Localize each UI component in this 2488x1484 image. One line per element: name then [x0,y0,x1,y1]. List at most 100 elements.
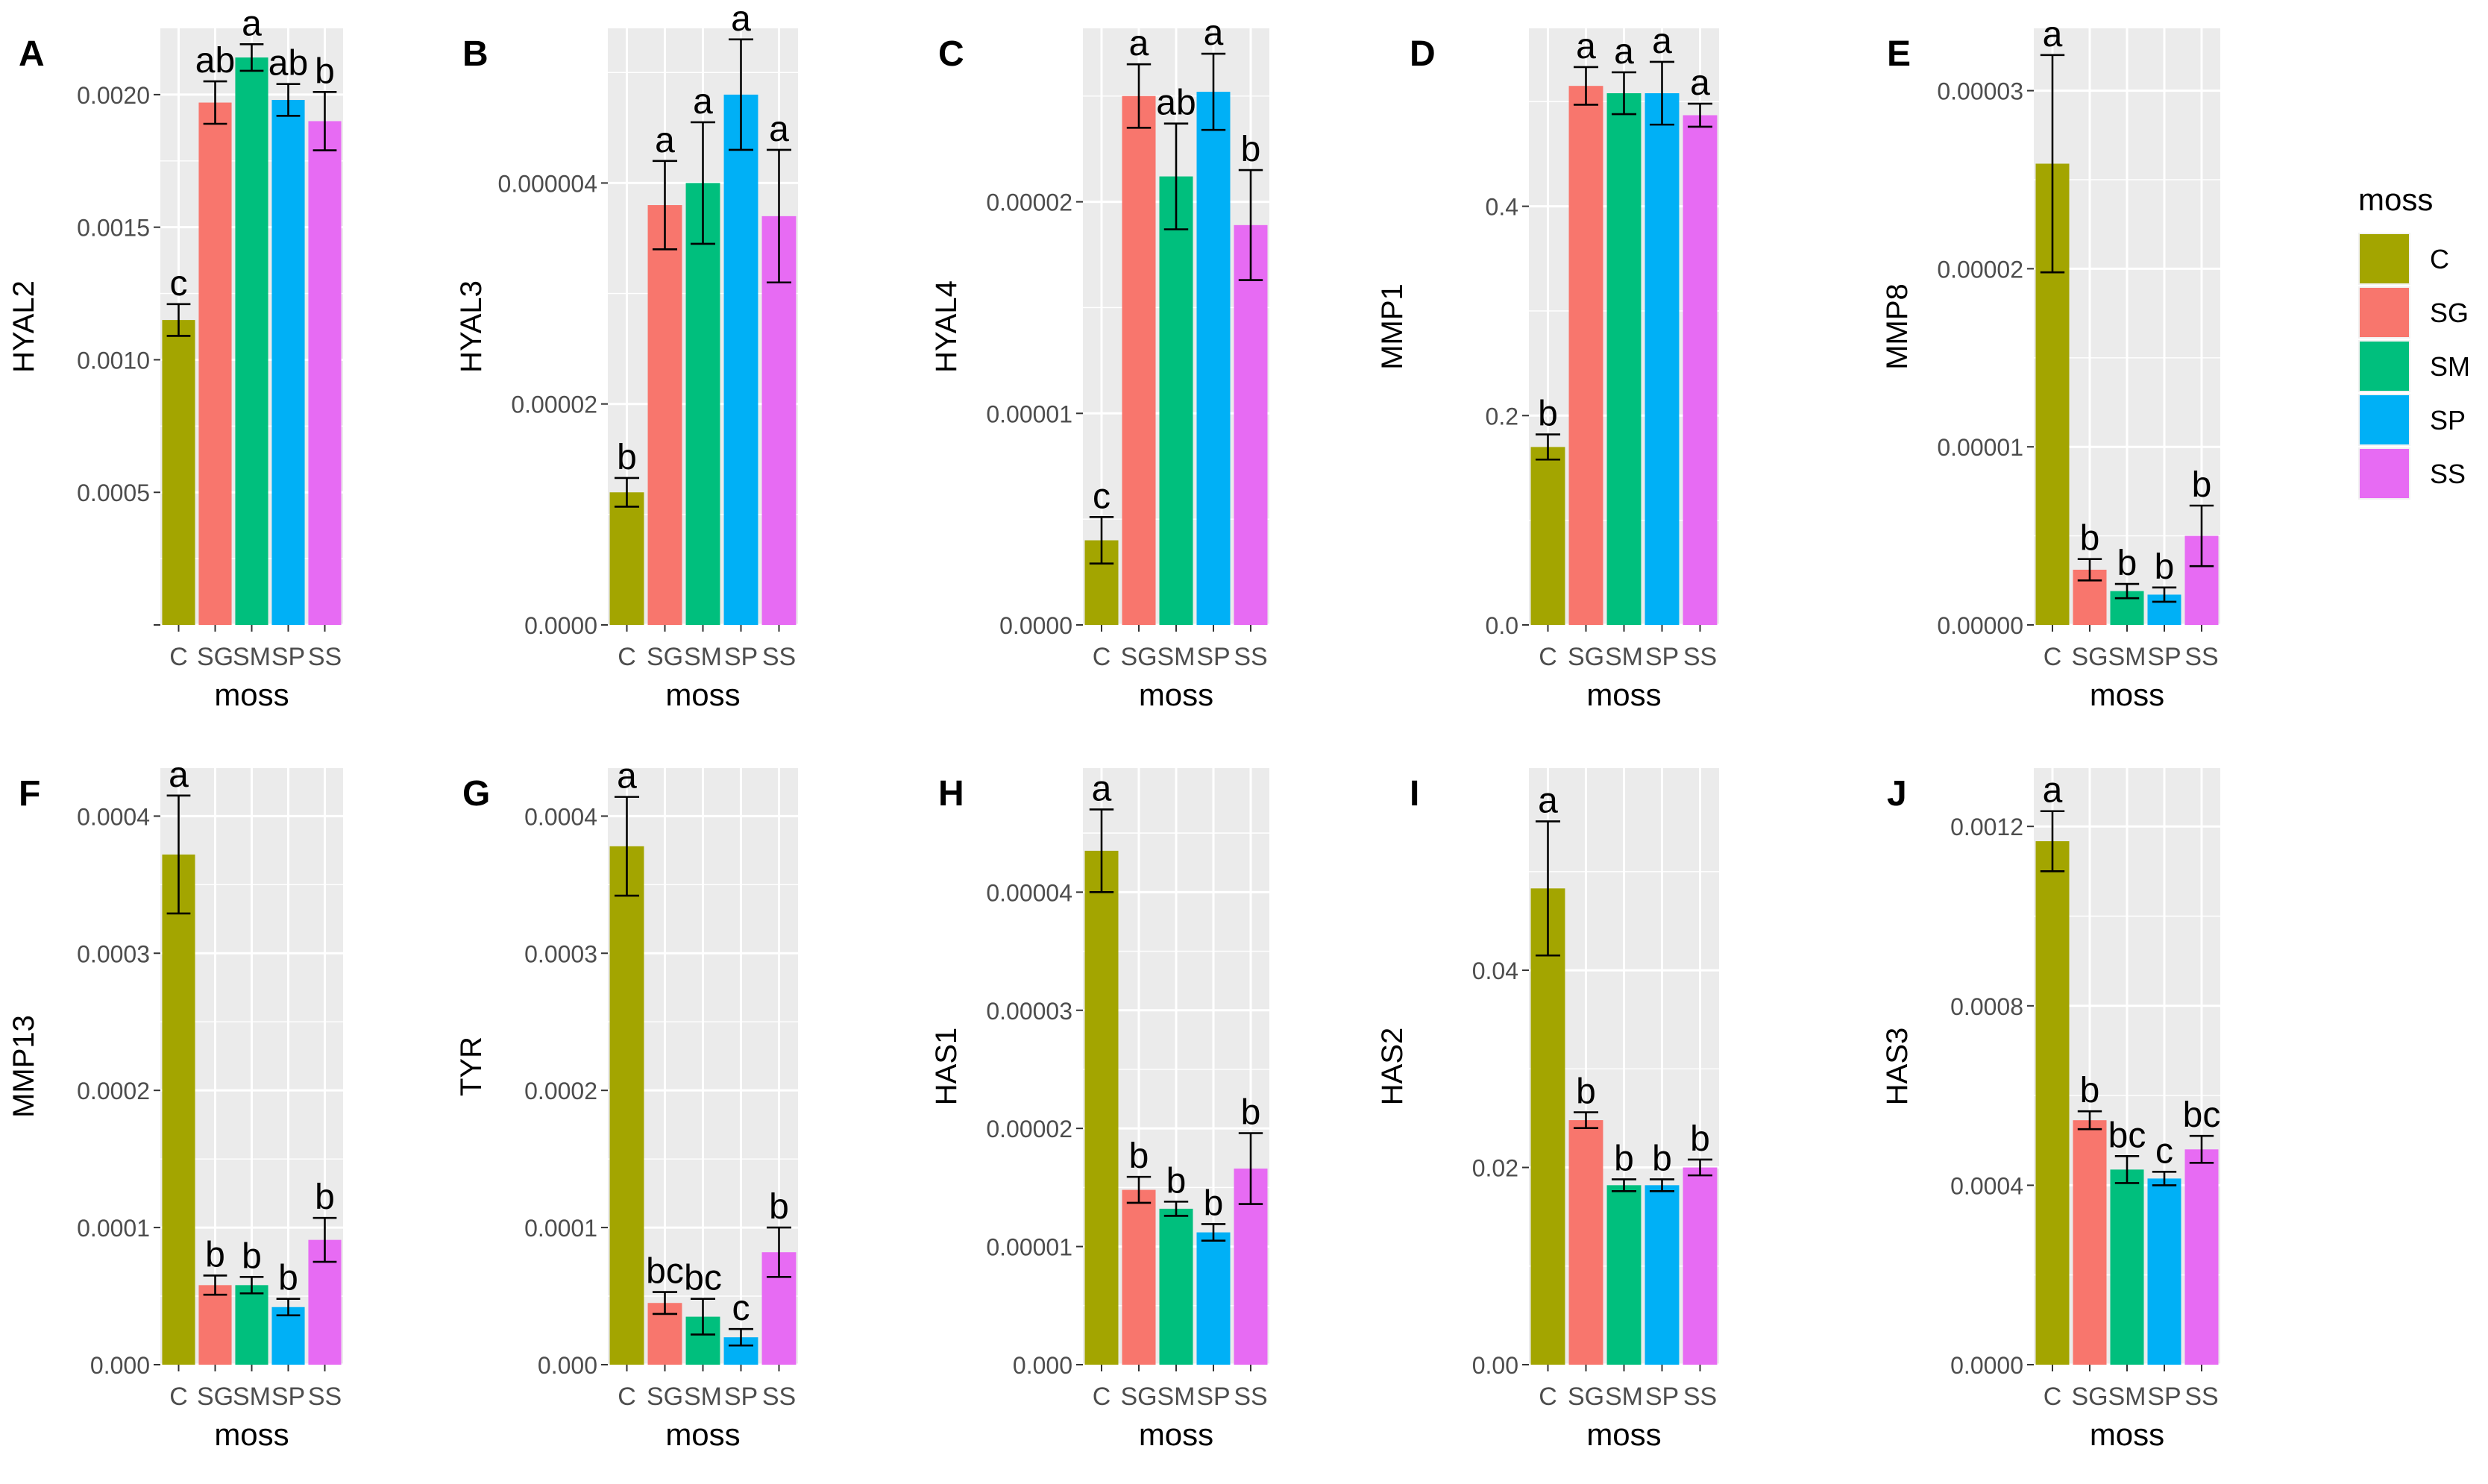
x-tick-label: SS [2184,643,2218,671]
y-tick-label: 0.0001 [77,1215,150,1242]
y-tick-label: 0.00003 [1937,78,2023,105]
y-tick-label: 0.00001 [1937,434,2023,461]
panel-letter: I [1410,774,1419,814]
significance-letter: a [1652,22,1672,61]
panel-letter: H [938,774,964,814]
panel-j: J 0.0000 0.0004 0.0008 0.0012 HAS3 a Cb SG bc SM c S… [1881,768,2220,1452]
x-axis-title: moss [2090,677,2164,712]
panel-d: D 0.0 0.2 0.4 MMP1 b Ca SG a SM a SP a SS moss [1376,22,1719,712]
x-tick-label: SP [1645,643,1679,671]
x-tick-label: SG [197,643,233,671]
y-tick-label: 0.00003 [986,998,1072,1025]
y-axis-title: MMP1 [1376,283,1409,370]
legend-items: C SG SM SP SS [2358,233,2470,500]
significance-letter: a [617,757,637,796]
y-tick-label: 0.4 [1486,194,1518,221]
significance-letter: ab [1156,84,1196,123]
y-tick-label: 0.0003 [524,940,597,967]
y-axis-title: HYAL3 [455,280,488,373]
bar-sg [1122,1189,1156,1365]
significance-letter: b [617,438,637,477]
panel-letter: A [19,34,45,74]
x-tick-label: SP [1196,1383,1230,1411]
y-axis-title: TYR [455,1037,488,1096]
bar-c [1084,850,1119,1365]
significance-letter: bc [646,1252,684,1292]
significance-letter: b [315,1178,335,1217]
panel-i: I 0.00 0.02 0.04 HAS2 a Cb SG b SM b SP b SS moss [1376,768,1719,1452]
x-axis-title: moss [1139,677,1213,712]
y-tick-label: 0.00002 [511,392,597,418]
y-tick-label: 0.04 [1472,958,1518,984]
bar-c [1530,447,1565,625]
bar-sp [271,1307,305,1365]
y-tick-label: 0.0003 [77,940,150,967]
x-tick-label: SG [1120,643,1157,671]
x-tick-label: SS [1683,643,1717,671]
significance-letter: b [1652,1139,1672,1178]
significance-letter: a [769,110,789,149]
x-tick-label: C [2044,643,2062,671]
bar-sm [1159,176,1193,626]
significance-letter: a [242,4,262,43]
x-tick-label: SM [233,643,271,671]
bar-sp [723,94,758,625]
significance-letter: a [1614,32,1634,72]
x-tick-label: SM [233,1383,271,1411]
x-tick-label: SS [762,643,796,671]
panel-b: B 0.0000 0.00002 0.000004 HYAL3 b Ca SG a SM a SP a S… [455,0,798,712]
bar-sm [1159,1208,1193,1365]
significance-letter: a [1538,781,1558,820]
x-axis-title: moss [1586,1417,1661,1452]
bar-ss [308,121,342,625]
x-tick-label: SP [1196,643,1230,671]
x-tick-label: SP [271,643,305,671]
x-tick-label: SM [2108,1383,2146,1411]
x-tick-label: SM [2108,643,2146,671]
significance-letter: bc [2183,1095,2221,1135]
bar-sg [198,1285,232,1365]
significance-letter: a [655,121,675,160]
x-tick-label: SG [197,1383,233,1411]
bar-ss [761,216,797,626]
significance-letter: a [731,0,751,39]
legend-title: moss [2358,182,2433,217]
panel-letter: G [462,774,490,814]
x-tick-label: C [618,1383,636,1411]
y-tick-label: 0.00001 [986,400,1072,427]
significance-letter: b [769,1187,789,1227]
bar-c [1530,888,1565,1365]
x-tick-label: SS [1234,1383,1267,1411]
y-tick-label: 0.0004 [77,803,150,830]
significance-letter: ab [195,41,235,81]
x-axis-title: moss [1586,677,1661,712]
significance-letter: a [1690,63,1710,103]
y-tick-label: 0.0001 [524,1215,597,1242]
x-tick-label: SM [1157,1383,1196,1411]
y-tick-label: 0.00 [1472,1352,1518,1379]
bar-sm [235,1285,268,1365]
panel-h: H 0.000 0.00001 0.00002 0.00003 0.00004 HAS1 a C… [930,768,1269,1452]
y-tick-label: 0.0010 [77,347,150,374]
significance-letter: a [2043,771,2063,811]
x-tick-label: SP [2147,643,2181,671]
y-axis-title: HYAL4 [930,280,963,373]
legend-label: SS [2430,459,2466,489]
legend-key-c [2360,234,2409,283]
x-tick-label: SP [2147,1383,2181,1411]
significance-letter: a [1092,769,1112,808]
y-tick-label: 0.00002 [1937,256,2023,283]
bar-sp [1644,1185,1680,1365]
bar-sm [235,57,268,626]
bar-sp [1196,1232,1231,1365]
significance-letter: c [732,1289,750,1328]
significance-letter: c [2155,1131,2173,1171]
legend-key-sm [2360,342,2409,391]
significance-letter: b [1241,1093,1261,1133]
x-tick-label: C [1093,1383,1111,1411]
x-axis-title: moss [2090,1417,2164,1452]
x-axis-title: moss [214,1417,289,1452]
x-tick-label: SS [1234,643,1267,671]
significance-letter: a [1129,24,1149,63]
